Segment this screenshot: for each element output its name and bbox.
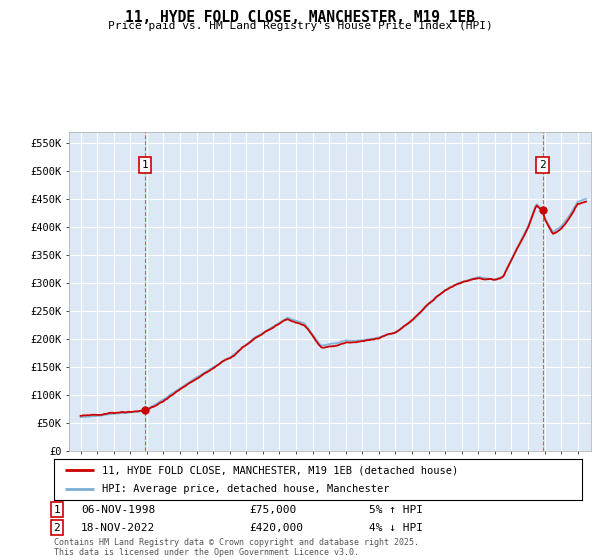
Text: 5% ↑ HPI: 5% ↑ HPI — [369, 505, 423, 515]
Text: 11, HYDE FOLD CLOSE, MANCHESTER, M19 1EB: 11, HYDE FOLD CLOSE, MANCHESTER, M19 1EB — [125, 10, 475, 25]
Text: 18-NOV-2022: 18-NOV-2022 — [81, 522, 155, 533]
Text: 2: 2 — [539, 160, 546, 170]
Text: 2: 2 — [53, 522, 61, 533]
Point — [538, 206, 547, 215]
Text: £420,000: £420,000 — [249, 522, 303, 533]
Text: 06-NOV-1998: 06-NOV-1998 — [81, 505, 155, 515]
Text: 1: 1 — [142, 160, 148, 170]
Point — [140, 405, 149, 414]
Text: 11, HYDE FOLD CLOSE, MANCHESTER, M19 1EB (detached house): 11, HYDE FOLD CLOSE, MANCHESTER, M19 1EB… — [101, 465, 458, 475]
Text: £75,000: £75,000 — [249, 505, 296, 515]
Text: HPI: Average price, detached house, Manchester: HPI: Average price, detached house, Manc… — [101, 484, 389, 493]
Text: Price paid vs. HM Land Registry's House Price Index (HPI): Price paid vs. HM Land Registry's House … — [107, 21, 493, 31]
Text: 1: 1 — [53, 505, 61, 515]
Text: Contains HM Land Registry data © Crown copyright and database right 2025.
This d: Contains HM Land Registry data © Crown c… — [54, 538, 419, 557]
Text: 4% ↓ HPI: 4% ↓ HPI — [369, 522, 423, 533]
